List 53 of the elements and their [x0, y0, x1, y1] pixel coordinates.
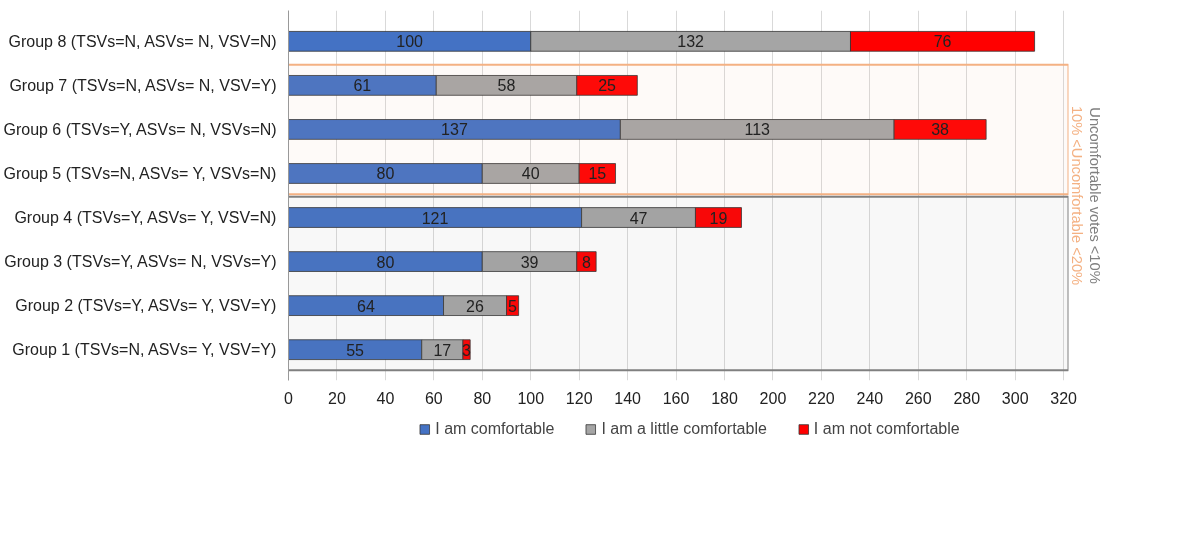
data-label: 80 [376, 253, 395, 271]
x-tick-label: 20 [328, 389, 346, 407]
x-tick-label: 300 [1001, 389, 1029, 407]
data-label: 58 [497, 77, 516, 95]
band-label: Uncomfortable votes <10% [1086, 107, 1103, 284]
data-label: 5 [508, 297, 518, 315]
x-tick-label: 160 [662, 389, 690, 407]
data-label: 26 [466, 297, 485, 315]
data-label: 19 [709, 209, 728, 227]
data-label: 8 [582, 253, 591, 271]
band-label: 10% <Uncomfortable <20% [1068, 105, 1085, 286]
y-tick-label: Group 6 (TSVs=Y, ASVs= N, VSVs=N) [3, 120, 277, 138]
y-tick-label: Group 2 (TSVs=Y, ASVs= Y, VSV=Y) [15, 297, 277, 315]
x-tick-label: 320 [1050, 389, 1078, 407]
data-label: 38 [931, 121, 950, 139]
data-label: 132 [677, 33, 705, 51]
data-label: 25 [598, 77, 617, 95]
legend-label: I am a little comfortable [601, 419, 767, 438]
data-label: 55 [346, 341, 365, 359]
x-tick-label: 280 [953, 389, 981, 407]
x-tick-label: 0 [284, 389, 294, 407]
data-label: 113 [744, 121, 771, 139]
y-tick-label: Group 5 (TSVs=N, ASVs= Y, VSVs=N) [3, 164, 277, 182]
data-label: 47 [629, 209, 648, 227]
y-tick-label: Group 7 (TSVs=N, ASVs= N, VSV=Y) [9, 76, 277, 94]
data-label: 64 [357, 297, 376, 315]
x-tick-label: 120 [565, 389, 593, 407]
y-tick-label: Group 1 (TSVs=N, ASVs= Y, VSV=Y) [12, 341, 277, 359]
x-tick-label: 60 [424, 389, 443, 407]
data-label: 80 [376, 165, 395, 183]
data-label: 40 [521, 165, 540, 183]
x-tick-label: 180 [711, 389, 738, 407]
legend-label: I am comfortable [435, 419, 555, 438]
data-label: 137 [441, 121, 468, 139]
data-label: 121 [421, 209, 449, 227]
x-tick-label: 100 [517, 389, 545, 407]
data-label: 61 [353, 77, 372, 95]
x-tick-label: 80 [473, 389, 492, 407]
y-tick-label: Group 4 (TSVs=Y, ASVs= Y, VSV=N) [14, 209, 277, 227]
y-tick-label: Group 3 (TSVs=Y, ASVs= N, VSVs=Y) [4, 253, 277, 271]
x-tick-label: 40 [376, 389, 395, 407]
data-label: 15 [588, 165, 607, 183]
data-label: 39 [520, 253, 539, 271]
x-tick-label: 220 [808, 389, 835, 407]
data-label: 100 [396, 33, 424, 51]
x-tick-label: 260 [904, 389, 932, 407]
legend-label: I am not comfortable [813, 419, 960, 438]
x-tick-label: 240 [856, 389, 884, 407]
x-tick-label: 140 [614, 389, 642, 407]
x-tick-label: 200 [759, 389, 787, 407]
data-label: 17 [433, 341, 452, 359]
data-label: 76 [933, 33, 952, 51]
y-tick-label: Group 8 (TSVs=N, ASVs= N, VSV=N) [8, 32, 277, 50]
